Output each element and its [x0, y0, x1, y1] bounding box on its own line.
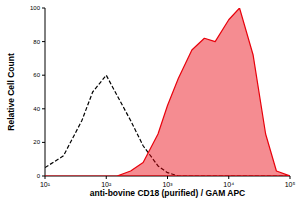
- y-tick: [42, 8, 45, 9]
- x-tick-label: 10²: [101, 181, 112, 188]
- y-tick-label: 100: [30, 5, 41, 11]
- y-tick-label: 60: [33, 72, 40, 78]
- x-tick: [290, 176, 291, 179]
- x-tick-label: 10³: [162, 181, 173, 188]
- y-tick-label: 0: [37, 173, 41, 179]
- y-tick: [42, 75, 45, 76]
- y-tick: [42, 41, 45, 42]
- x-tick: [167, 176, 168, 179]
- x-tick-label: 10¹: [40, 181, 51, 188]
- chart: 0 20 40 60 80 100 10¹ 10² 10³ 10⁴ 10⁵ anti-bovine C…: [0, 0, 300, 200]
- x-tick: [106, 176, 107, 179]
- y-tick-label: 80: [33, 39, 40, 45]
- x-tick-label: 10⁵: [285, 181, 296, 188]
- x-axis-label: anti-bovine CD18 (purified) / GAM APC: [90, 188, 246, 198]
- y-tick: [42, 142, 45, 143]
- y-tick: [42, 108, 45, 109]
- histogram-area: [45, 8, 290, 176]
- x-tick-label: 10⁴: [223, 181, 234, 188]
- plot-area: [45, 8, 290, 176]
- y-tick-label: 20: [33, 139, 40, 145]
- x-tick: [45, 176, 46, 179]
- y-axis: [45, 8, 46, 176]
- y-axis-label: Relative Cell Count: [6, 53, 16, 131]
- x-tick: [228, 176, 229, 179]
- y-tick-label: 40: [33, 106, 40, 112]
